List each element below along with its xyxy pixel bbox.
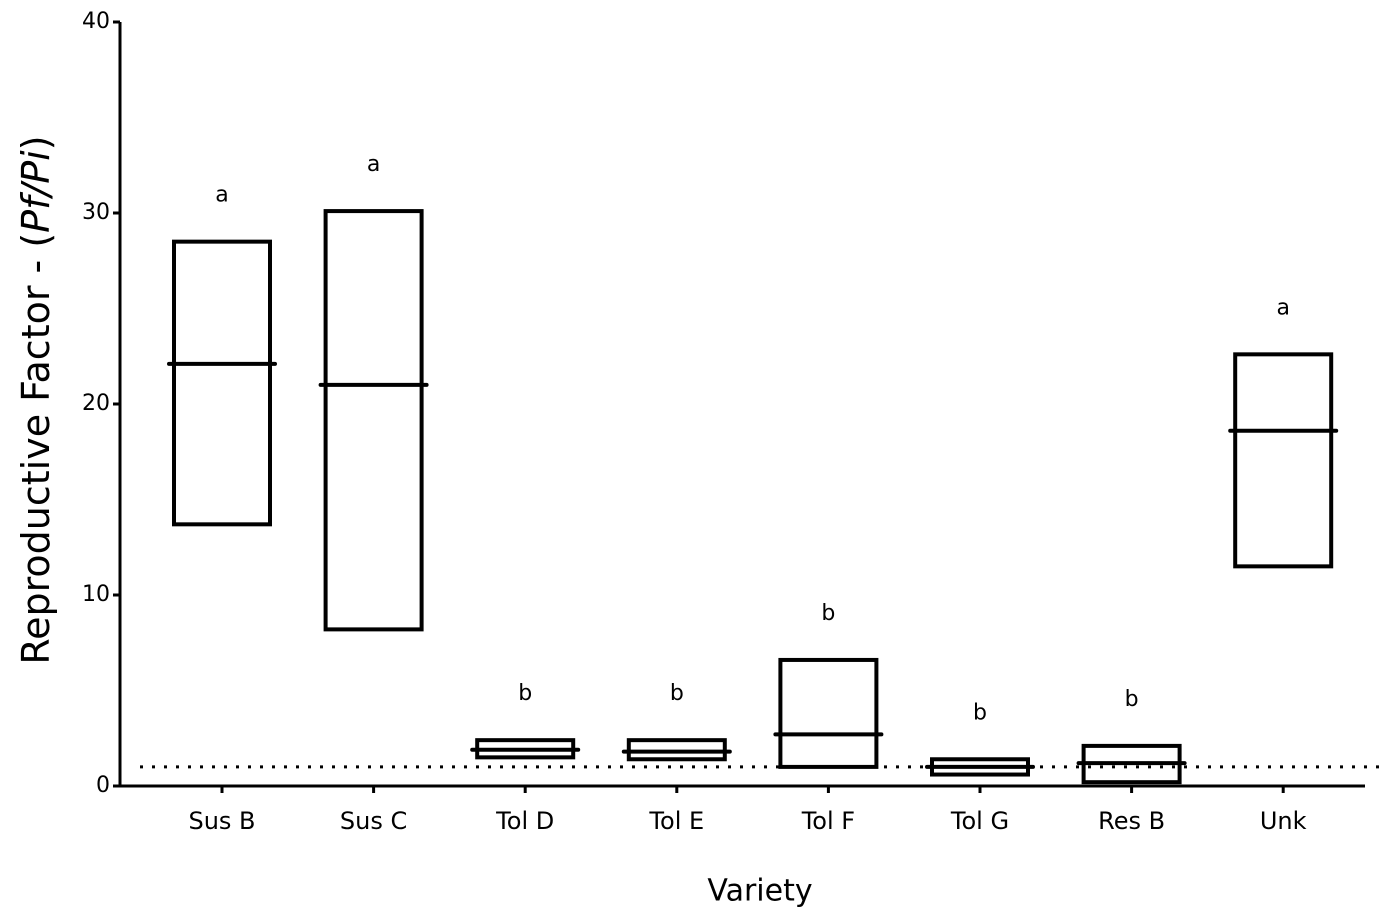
- group-letter: b: [670, 681, 684, 706]
- range-box: [1233, 352, 1334, 569]
- x-tick-label: Res B: [1098, 807, 1165, 835]
- x-tick-label: Tol G: [950, 807, 1009, 835]
- y-axis-label-part: Reproductive Factor - (: [14, 233, 58, 665]
- group-letter: b: [518, 681, 532, 706]
- x-tick-label: Sus C: [340, 807, 407, 835]
- x-tick-label: Tol E: [648, 807, 704, 835]
- y-tick-label: 30: [82, 200, 110, 225]
- group-letter: b: [973, 700, 987, 725]
- x-tick-label: Tol D: [495, 807, 554, 835]
- x-tick-label: Unk: [1260, 807, 1307, 835]
- x-tick-label: Tol F: [801, 807, 855, 835]
- y-axis-label-part: Pf/Pi: [14, 150, 58, 233]
- x-tick-label: Sus B: [188, 807, 255, 835]
- group-letter: a: [367, 152, 380, 177]
- group-letter: b: [1125, 687, 1139, 712]
- range-box: [778, 657, 879, 769]
- range-box: [172, 239, 272, 527]
- group-letter: a: [215, 183, 228, 208]
- range-box: [323, 209, 424, 632]
- y-tick-label: 20: [82, 391, 110, 416]
- y-axis-label: Reproductive Factor - (Pf/Pi): [14, 135, 58, 664]
- group-letter: b: [821, 601, 835, 626]
- y-axis-label-part: ): [14, 135, 58, 150]
- y-tick-label: 10: [82, 582, 110, 607]
- group-letter: a: [1276, 295, 1289, 320]
- x-axis-label: Variety: [707, 874, 812, 909]
- y-tick-label: 0: [96, 773, 110, 798]
- y-tick-label: 40: [82, 9, 110, 34]
